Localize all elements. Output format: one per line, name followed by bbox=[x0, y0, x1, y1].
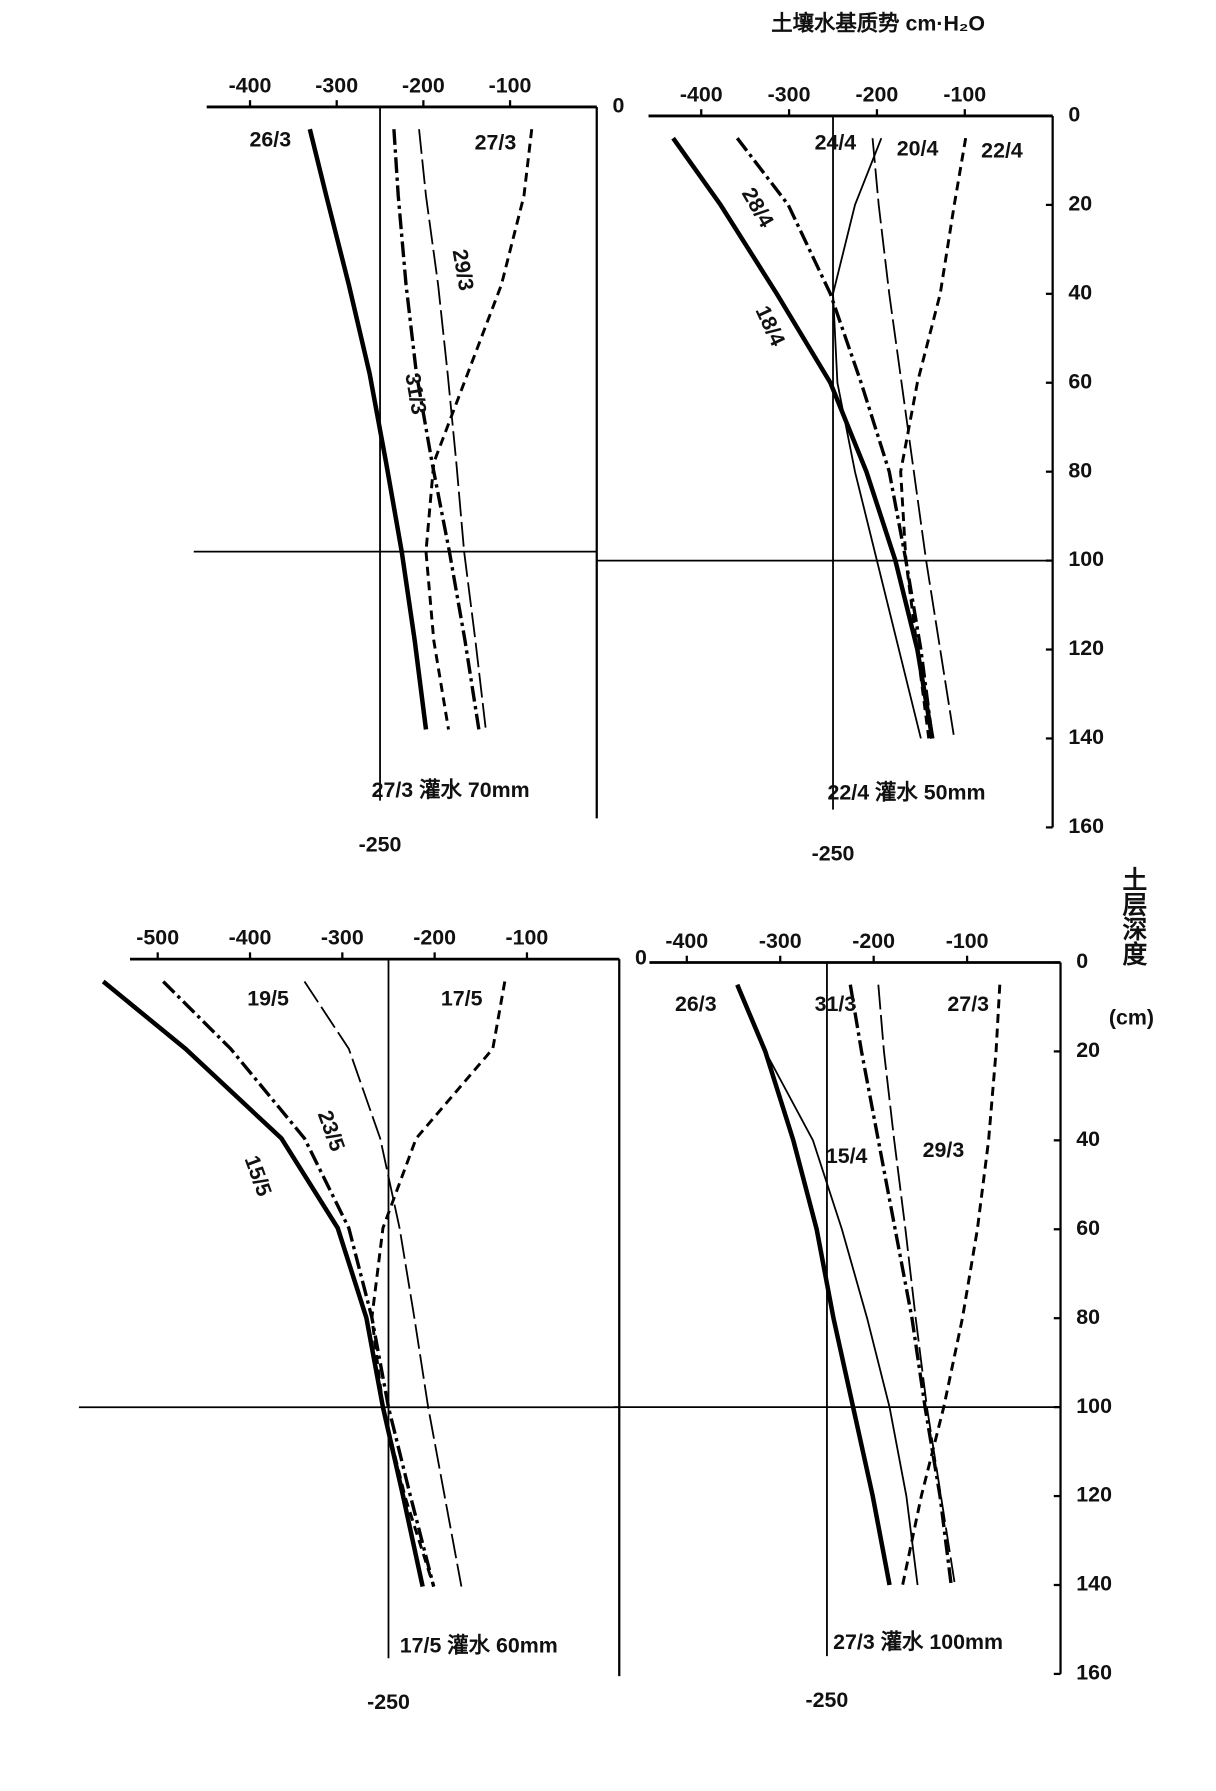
y-tick-label: 120 bbox=[1076, 1483, 1112, 1507]
y-tick-label: 140 bbox=[1068, 725, 1104, 749]
series-label: 22/4 bbox=[981, 139, 1023, 163]
x-tick-label: -200 bbox=[852, 929, 895, 953]
y-tick-label: 80 bbox=[1068, 458, 1092, 482]
x-tick-label: -200 bbox=[856, 82, 899, 106]
y-tick-label: 80 bbox=[1076, 1305, 1100, 1329]
x-tick-label: -500 bbox=[136, 925, 179, 949]
series-line bbox=[899, 137, 968, 739]
y-tick-label: 40 bbox=[1068, 280, 1092, 304]
series-label: 20/4 bbox=[897, 136, 939, 160]
y-tick-label: 0 bbox=[1076, 949, 1088, 973]
x-tick-label: -300 bbox=[315, 73, 358, 97]
series-line bbox=[871, 138, 956, 739]
x-tick-label: -100 bbox=[489, 73, 532, 97]
x-tick-label: -100 bbox=[946, 929, 989, 953]
reference-label: -250 bbox=[367, 1690, 410, 1714]
series-label: 23/5 bbox=[313, 1107, 350, 1154]
series-label: 29/3 bbox=[448, 247, 479, 292]
x-tick-label: -400 bbox=[680, 82, 723, 106]
x-tick-label: -300 bbox=[321, 925, 364, 949]
series-label: 28/4 bbox=[737, 184, 779, 232]
series-line bbox=[418, 129, 487, 730]
series-label: 31/3 bbox=[815, 992, 857, 1016]
y-tick-label: 60 bbox=[1076, 1216, 1100, 1240]
y-tick-label: 20 bbox=[1076, 1038, 1100, 1062]
series-line bbox=[303, 981, 463, 1587]
series-line bbox=[671, 136, 935, 739]
y-axis-label: 土层深度 bbox=[1119, 867, 1147, 967]
y-tick-label: 0 bbox=[635, 946, 647, 970]
y-tick-label: 120 bbox=[1068, 636, 1104, 660]
series-line bbox=[392, 129, 481, 730]
x-tick-label: -100 bbox=[506, 925, 549, 949]
y-tick-label: 60 bbox=[1068, 369, 1092, 393]
series-label: 17/5 bbox=[441, 986, 483, 1010]
annotation: 27/3 灌水 70mm bbox=[372, 777, 530, 802]
y-axis-unit: (cm) bbox=[1109, 1005, 1154, 1029]
series-line bbox=[877, 984, 956, 1586]
series-label: 15/4 bbox=[826, 1144, 868, 1168]
series-label: 27/3 bbox=[947, 992, 989, 1016]
series-line bbox=[735, 137, 934, 739]
series-label: 26/3 bbox=[249, 127, 291, 151]
series-line bbox=[901, 984, 1002, 1586]
x-tick-label: -200 bbox=[402, 73, 445, 97]
y-tick-label: 0 bbox=[1068, 103, 1080, 127]
y-tick-label: 20 bbox=[1068, 192, 1092, 216]
y-tick-label: 160 bbox=[1076, 1661, 1112, 1685]
y-tick-label: 40 bbox=[1076, 1127, 1100, 1151]
series-label: 15/5 bbox=[240, 1152, 277, 1199]
series-line bbox=[736, 984, 919, 1586]
y-tick-label: 0 bbox=[613, 94, 625, 118]
series-label: 27/3 bbox=[475, 131, 517, 155]
x-tick-label: -400 bbox=[665, 929, 708, 953]
series-line bbox=[735, 983, 892, 1586]
annotation: 22/4 灌水 50mm bbox=[828, 779, 986, 804]
series-label: 31/3 bbox=[400, 371, 431, 416]
chart-title: 土壤水基质势 cm·H₂O bbox=[771, 10, 985, 35]
series-line bbox=[162, 980, 436, 1587]
x-tick-label: -300 bbox=[768, 82, 811, 106]
annotation: 17/5 灌水 60mm bbox=[400, 1633, 558, 1658]
series-label: 24/4 bbox=[815, 131, 857, 155]
series-line bbox=[424, 129, 534, 730]
x-tick-label: -200 bbox=[413, 925, 456, 949]
x-tick-label: -400 bbox=[229, 925, 272, 949]
annotation: 27/3 灌水 100mm bbox=[833, 1629, 1003, 1654]
series-line bbox=[848, 984, 953, 1586]
x-tick-label: -100 bbox=[943, 82, 986, 106]
reference-label: -250 bbox=[806, 1688, 849, 1712]
x-tick-label: -400 bbox=[229, 73, 272, 97]
series-line bbox=[101, 979, 425, 1588]
y-tick-label: 100 bbox=[1076, 1394, 1112, 1418]
y-tick-label: 140 bbox=[1076, 1572, 1112, 1596]
series-line bbox=[832, 137, 922, 739]
series-label: 26/3 bbox=[675, 992, 717, 1016]
reference-label: -250 bbox=[359, 832, 402, 856]
y-tick-label: 100 bbox=[1068, 547, 1104, 571]
x-tick-label: -300 bbox=[759, 929, 802, 953]
y-tick-label: 160 bbox=[1068, 814, 1104, 838]
series-line bbox=[307, 128, 429, 730]
series-label: 29/3 bbox=[923, 1138, 965, 1162]
series-line bbox=[370, 981, 507, 1587]
reference-label: -250 bbox=[812, 841, 855, 865]
series-label: 19/5 bbox=[247, 986, 289, 1010]
